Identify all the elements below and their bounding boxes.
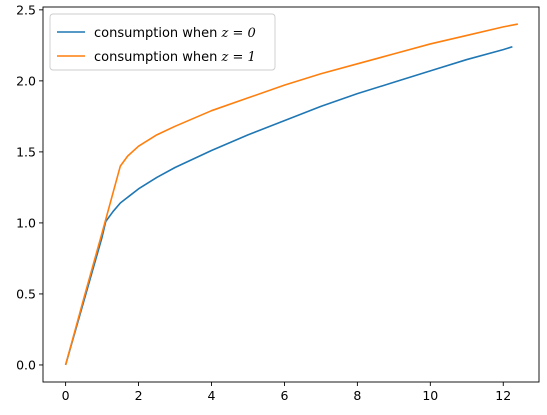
x-tick-label: 8	[353, 388, 361, 403]
legend-box	[49, 13, 276, 71]
x-tick-label: 6	[280, 388, 288, 403]
y-tick-label: 1.5	[16, 144, 36, 159]
series-lines	[64, 23, 519, 366]
x-tick-label: 4	[208, 388, 216, 403]
y-tick-label: 0.5	[16, 286, 36, 301]
y-tick-label: 2.0	[16, 73, 36, 88]
plot-frame	[42, 6, 540, 383]
legend: consumption when z = 0 consumption when …	[49, 13, 276, 71]
x-tick-label: 2	[135, 388, 143, 403]
x-tick-label: 0	[62, 388, 70, 403]
x-axis-ticks: 0 2 4 6 8 10 12	[62, 382, 511, 403]
legend-label-z1-math: z = 1	[221, 50, 256, 65]
x-tick-label: 12	[495, 388, 511, 403]
y-tick-label: 0.0	[16, 357, 36, 372]
y-tick-label: 2.5	[16, 2, 36, 17]
legend-label-z0-prefix: consumption when	[94, 26, 222, 41]
legend-label-z0: consumption when z = 0	[94, 26, 256, 41]
legend-label-z0-math: z = 0	[221, 26, 256, 41]
legend-label-z1: consumption when z = 1	[94, 50, 256, 65]
series-line-1	[64, 23, 519, 366]
y-tick-label: 1.0	[16, 215, 36, 230]
x-tick-label: 10	[422, 388, 438, 403]
legend-label-z1-prefix: consumption when	[94, 50, 222, 65]
y-axis-ticks: 0.0 0.5 1.0 1.5 2.0 2.5	[16, 2, 43, 372]
